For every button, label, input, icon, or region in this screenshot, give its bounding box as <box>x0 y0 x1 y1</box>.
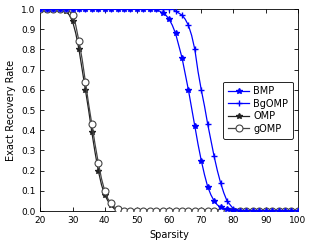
OMP <box>251 210 255 213</box>
Line: OMP: OMP <box>37 6 300 214</box>
BgOMP <box>180 14 184 16</box>
BgOMP <box>251 210 255 213</box>
BMP <box>38 8 42 11</box>
OMP <box>273 210 277 213</box>
BgOMP <box>238 210 242 213</box>
BMP <box>180 56 184 59</box>
OMP <box>232 210 235 213</box>
BgOMP <box>38 8 42 11</box>
gOMP <box>264 210 267 213</box>
OMP <box>38 8 42 11</box>
gOMP <box>202 210 206 213</box>
BMP <box>232 210 235 213</box>
BgOMP <box>273 210 277 213</box>
OMP <box>264 210 267 213</box>
BgOMP <box>228 203 232 206</box>
Line: BgOMP: BgOMP <box>37 6 301 215</box>
OMP <box>202 210 206 213</box>
Y-axis label: Exact Recovery Rate: Exact Recovery Rate <box>6 60 16 161</box>
X-axis label: Sparsity: Sparsity <box>149 231 189 240</box>
OMP <box>183 210 187 213</box>
Legend: BMP, BgOMP, OMP, gOMP: BMP, BgOMP, OMP, gOMP <box>223 81 293 138</box>
gOMP <box>273 210 277 213</box>
gOMP <box>232 210 235 213</box>
BMP <box>228 210 232 213</box>
Line: gOMP: gOMP <box>37 6 301 215</box>
BMP <box>251 210 255 213</box>
BgOMP <box>264 210 267 213</box>
gOMP <box>38 8 42 11</box>
OMP <box>119 210 123 213</box>
BMP <box>264 210 267 213</box>
BMP <box>199 159 203 162</box>
BMP <box>296 210 300 213</box>
BMP <box>273 210 277 213</box>
gOMP <box>296 210 300 213</box>
gOMP <box>251 210 255 213</box>
BgOMP <box>199 88 203 91</box>
Line: BMP: BMP <box>37 6 300 214</box>
BgOMP <box>296 210 300 213</box>
gOMP <box>119 210 123 213</box>
gOMP <box>183 210 187 213</box>
OMP <box>296 210 300 213</box>
